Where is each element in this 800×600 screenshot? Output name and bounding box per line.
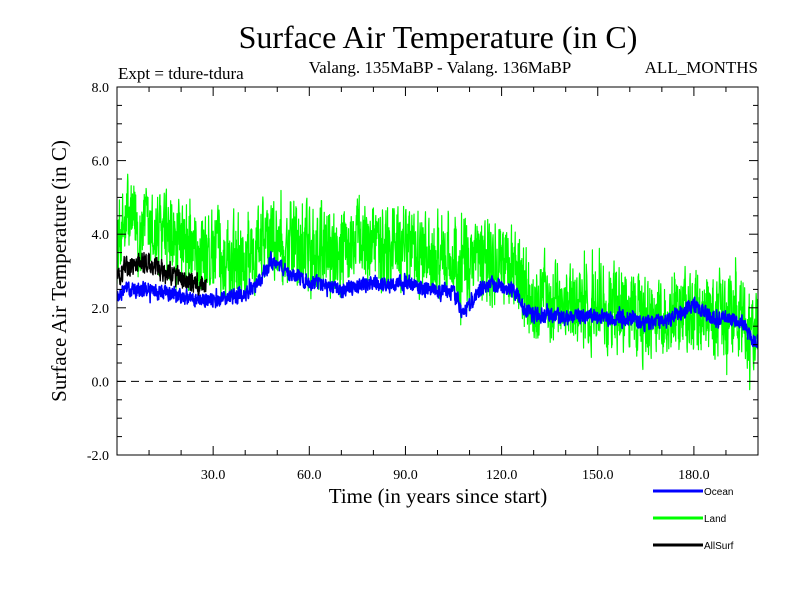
y-axis-label: Surface Air Temperature (in C) bbox=[47, 140, 71, 402]
y-tick-label: 6.0 bbox=[92, 155, 110, 170]
chart-title: Surface Air Temperature (in C) bbox=[239, 19, 638, 55]
x-tick-label: 120.0 bbox=[486, 468, 518, 483]
legend-label-ocean: Ocean bbox=[704, 487, 733, 498]
chart-subtitle-left: Expt = tdure-tdura bbox=[118, 64, 244, 83]
x-tick-label: 180.0 bbox=[678, 468, 710, 483]
series-layer bbox=[117, 173, 758, 391]
series-line-ocean bbox=[117, 251, 758, 349]
x-tick-label: 60.0 bbox=[297, 468, 322, 483]
chart-subtitle-center: Valang. 135MaBP - Valang. 136MaBP bbox=[309, 58, 572, 77]
y-tick-label: -2.0 bbox=[87, 449, 109, 464]
y-tick-labels: -2.0 0.0 2.0 4.0 6.0 8.0 bbox=[87, 81, 109, 464]
y-tick-label: 2.0 bbox=[92, 302, 110, 317]
chart-subtitle-right: ALL_MONTHS bbox=[645, 58, 758, 77]
legend-label-land: Land bbox=[704, 514, 726, 525]
x-axis-label: Time (in years since start) bbox=[329, 484, 548, 508]
x-tick-label: 30.0 bbox=[201, 468, 226, 483]
ticks-layer bbox=[117, 87, 758, 455]
legend-label-allsurf: AllSurf bbox=[704, 541, 734, 552]
legend: Ocean Land AllSurf bbox=[653, 487, 734, 552]
x-tick-label: 90.0 bbox=[393, 468, 418, 483]
series-line-allsurf bbox=[117, 251, 208, 296]
x-tick-label: 150.0 bbox=[582, 468, 614, 483]
y-tick-label: 4.0 bbox=[92, 228, 110, 243]
y-tick-label: 8.0 bbox=[92, 81, 110, 96]
series-line-land bbox=[117, 173, 758, 391]
x-tick-labels: 30.0 60.0 90.0 120.0 150.0 180.0 bbox=[201, 468, 710, 483]
y-tick-label: 0.0 bbox=[92, 375, 110, 390]
